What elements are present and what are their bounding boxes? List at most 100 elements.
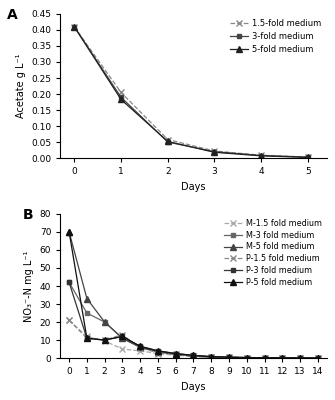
P-3 fold medium (280, 356, 284, 360)
P-3 fold medium (67, 280, 71, 285)
M-3 fold medium (316, 356, 320, 360)
M-5 fold medium (103, 320, 107, 324)
M-3 fold medium (174, 352, 178, 357)
Line: P-1.5 fold medium: P-1.5 fold medium (66, 318, 321, 361)
M-1.5 fold medium (280, 356, 284, 360)
M-1.5 fold medium (156, 351, 160, 356)
M-5 fold medium (174, 352, 178, 357)
P-1.5 fold medium (245, 355, 249, 360)
Line: M-5 fold medium: M-5 fold medium (66, 229, 321, 361)
1.5-fold medium (306, 155, 310, 160)
M-3 fold medium (209, 354, 213, 359)
Text: A: A (7, 8, 18, 22)
M-5 fold medium (67, 230, 71, 234)
3-fold medium (166, 140, 170, 144)
P-1.5 fold medium (227, 355, 231, 360)
M-1.5 fold medium (209, 355, 213, 360)
3-fold medium (119, 95, 123, 100)
P-1.5 fold medium (85, 336, 89, 341)
5-fold medium (306, 155, 310, 160)
M-5 fold medium (298, 356, 302, 360)
M-5 fold medium (227, 355, 231, 360)
M-1.5 fold medium (245, 355, 249, 360)
P-3 fold medium (227, 355, 231, 360)
M-1.5 fold medium (298, 356, 302, 360)
P-1.5 fold medium (316, 356, 320, 360)
M-3 fold medium (263, 356, 267, 360)
P-3 fold medium (85, 336, 89, 341)
P-5 fold medium (316, 356, 320, 360)
Y-axis label: Acetate g L⁻¹: Acetate g L⁻¹ (15, 54, 25, 118)
M-3 fold medium (138, 345, 142, 350)
M-1.5 fold medium (138, 348, 142, 353)
5-fold medium (166, 139, 170, 144)
P-3 fold medium (138, 344, 142, 349)
P-5 fold medium (85, 336, 89, 341)
X-axis label: Days: Days (181, 382, 206, 392)
1.5-fold medium (259, 153, 263, 158)
P-1.5 fold medium (298, 356, 302, 360)
P-5 fold medium (263, 355, 267, 360)
5-fold medium (119, 97, 123, 102)
P-5 fold medium (67, 230, 71, 234)
M-3 fold medium (227, 355, 231, 360)
M-5 fold medium (156, 349, 160, 354)
Legend: M-1.5 fold medium, M-3 fold medium, M-5 fold medium, P-1.5 fold medium, P-3 fold: M-1.5 fold medium, M-3 fold medium, M-5 … (223, 218, 323, 288)
P-1.5 fold medium (209, 354, 213, 359)
5-fold medium (72, 24, 76, 29)
Line: 3-fold medium: 3-fold medium (72, 24, 311, 160)
P-1.5 fold medium (192, 354, 196, 358)
P-1.5 fold medium (138, 346, 142, 350)
M-1.5 fold medium (67, 318, 71, 323)
P-1.5 fold medium (120, 332, 124, 337)
P-3 fold medium (316, 356, 320, 360)
Y-axis label: NO₃⁻-N mg L⁻¹: NO₃⁻-N mg L⁻¹ (24, 250, 34, 322)
M-5 fold medium (316, 356, 320, 360)
5-fold medium (259, 154, 263, 158)
M-1.5 fold medium (316, 356, 320, 360)
P-3 fold medium (174, 351, 178, 356)
P-3 fold medium (192, 353, 196, 358)
1.5-fold medium (212, 149, 216, 154)
M-3 fold medium (67, 280, 71, 285)
M-5 fold medium (120, 336, 124, 341)
P-3 fold medium (245, 355, 249, 360)
M-1.5 fold medium (174, 353, 178, 358)
M-3 fold medium (156, 349, 160, 354)
P-5 fold medium (227, 355, 231, 360)
P-1.5 fold medium (156, 350, 160, 355)
M-3 fold medium (192, 354, 196, 358)
Line: P-5 fold medium: P-5 fold medium (66, 229, 321, 361)
3-fold medium (72, 24, 76, 29)
P-1.5 fold medium (67, 318, 71, 323)
P-5 fold medium (280, 356, 284, 360)
P-5 fold medium (156, 348, 160, 353)
P-3 fold medium (209, 354, 213, 359)
M-1.5 fold medium (103, 338, 107, 343)
P-3 fold medium (156, 348, 160, 353)
M-5 fold medium (263, 356, 267, 360)
1.5-fold medium (119, 90, 123, 95)
Text: B: B (23, 208, 34, 222)
1.5-fold medium (166, 137, 170, 142)
P-5 fold medium (103, 338, 107, 342)
P-5 fold medium (245, 355, 249, 360)
3-fold medium (212, 149, 216, 154)
1.5-fold medium (72, 24, 76, 29)
Line: P-3 fold medium: P-3 fold medium (67, 280, 320, 360)
M-1.5 fold medium (120, 347, 124, 352)
P-5 fold medium (138, 344, 142, 349)
P-5 fold medium (174, 351, 178, 356)
M-1.5 fold medium (192, 354, 196, 359)
3-fold medium (306, 155, 310, 160)
M-5 fold medium (192, 354, 196, 359)
P-1.5 fold medium (280, 356, 284, 360)
P-5 fold medium (120, 334, 124, 339)
Line: 1.5-fold medium: 1.5-fold medium (71, 24, 311, 160)
M-5 fold medium (138, 345, 142, 350)
M-3 fold medium (245, 355, 249, 360)
P-5 fold medium (298, 356, 302, 360)
P-3 fold medium (298, 356, 302, 360)
M-5 fold medium (85, 296, 89, 301)
M-3 fold medium (120, 336, 124, 341)
